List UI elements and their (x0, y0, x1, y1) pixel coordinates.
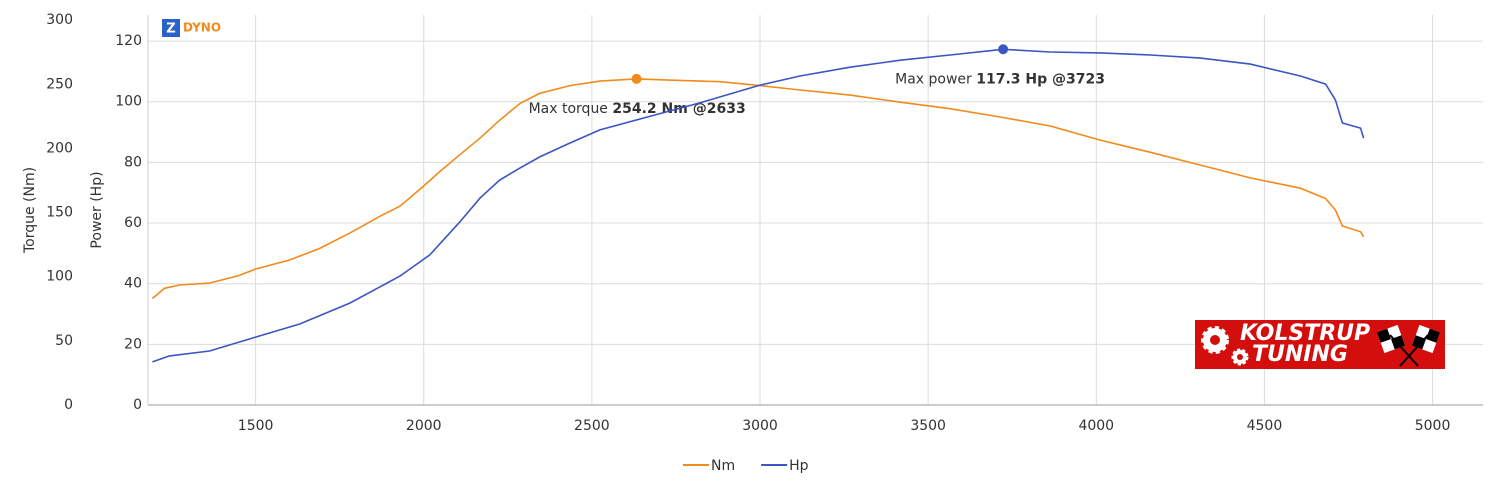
annotation-label: Max torque (529, 101, 608, 117)
y-tick-label: 150 (46, 205, 73, 221)
x-tick-label: 1500 (238, 418, 274, 434)
y2-tick-label: 0 (133, 397, 142, 413)
y2-tick-label: 40 (124, 276, 142, 292)
y-tick-label: 50 (55, 333, 73, 349)
x-tick-label: 3000 (742, 418, 778, 434)
annotation: Max torque 254.2 Nm @2633 (529, 101, 746, 117)
legend-label: Hp (789, 458, 809, 474)
max-marker (998, 44, 1009, 55)
series-line (152, 48, 1365, 363)
brand-icon (162, 19, 180, 37)
y2-tick-label: 20 (124, 336, 142, 352)
y-tick-label: 0 (64, 397, 73, 413)
x-tick-label: 5000 (1415, 418, 1451, 434)
y2-tick-label: 120 (115, 33, 142, 49)
y2-tick-label: 60 (124, 215, 142, 231)
y-tick-label: 100 (46, 269, 73, 285)
brand-name: DYNO (183, 21, 221, 35)
x-tick-label: 4000 (1078, 418, 1114, 434)
checkered-flags (1376, 324, 1441, 367)
sponsor-logo: KOLSTRUP TUNING (1195, 320, 1445, 369)
x-tick-label: 3500 (910, 418, 946, 434)
annotation-label: Max power (895, 71, 972, 87)
legend-label: Nm (711, 458, 735, 474)
y2-tick-label: 100 (115, 94, 142, 110)
annotation-value: 117.3 Hp @3723 (976, 71, 1105, 87)
y2-axis-title: Power (Hp) (89, 171, 105, 248)
x-tick-label: 2500 (574, 418, 610, 434)
gear-hole (1237, 354, 1243, 360)
sponsor-line1: KOLSTRUP (1240, 321, 1370, 346)
annotation: Max power 117.3 Hp @3723 (895, 71, 1105, 87)
x-tick-label: 2000 (406, 418, 442, 434)
y-tick-label: 200 (46, 140, 73, 156)
x-tick-label: 4500 (1247, 418, 1283, 434)
max-marker (631, 73, 642, 84)
y-tick-label: 300 (46, 12, 73, 28)
sponsor-line2: TUNING (1252, 342, 1348, 367)
series-line (151, 78, 1365, 300)
y-axis-title: Torque (Nm) (22, 167, 38, 254)
y2-tick-label: 80 (124, 154, 142, 170)
y-tick-label: 250 (46, 76, 73, 92)
brand-z: Z (166, 22, 175, 37)
brand-logo: Z DYNO (162, 19, 221, 37)
gear-hole (1210, 335, 1220, 345)
